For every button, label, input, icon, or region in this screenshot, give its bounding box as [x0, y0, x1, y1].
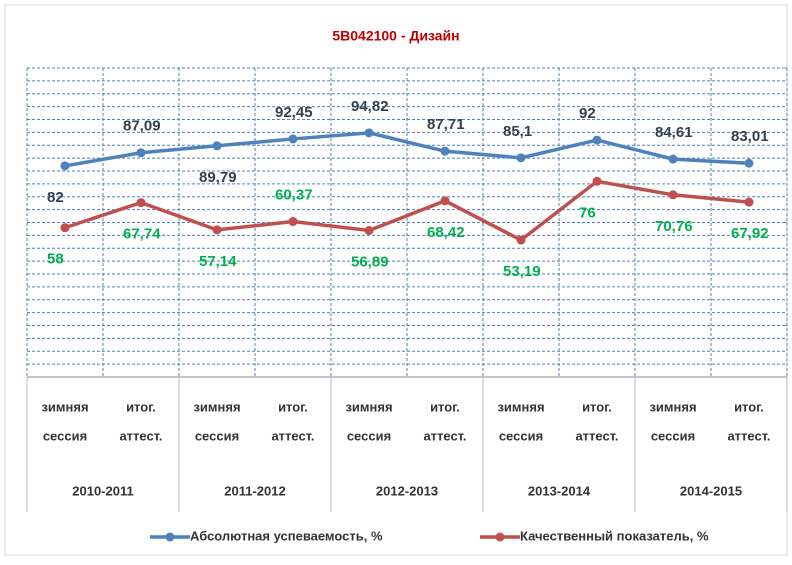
legend-label: Абсолютная успеваемость, % [190, 528, 383, 543]
x-tick-label: аттест. [575, 428, 618, 443]
x-tick-label: зимняя [345, 399, 392, 414]
data-label: 53,19 [503, 263, 541, 280]
series-line [64, 179, 750, 243]
legend-marker [165, 532, 175, 542]
x-tick-label: сессия [195, 428, 239, 443]
data-point [364, 128, 374, 138]
data-label: 58 [47, 251, 64, 268]
x-tick-label: итог. [582, 399, 612, 414]
x-tick-label: аттест. [271, 428, 314, 443]
data-label: 67,92 [731, 225, 769, 242]
data-point [516, 235, 526, 245]
data-label: 83,01 [731, 128, 769, 145]
data-label: 87,71 [427, 116, 465, 133]
chart-title: 5В042100 - Дизайн [332, 28, 459, 44]
data-label: 56,89 [351, 253, 389, 270]
data-label: 92,45 [275, 104, 313, 121]
data-point [744, 158, 754, 168]
chart-frame [4, 4, 788, 556]
data-label: 94,82 [351, 98, 389, 115]
group-label: 2014-2015 [680, 483, 742, 498]
x-tick-label: зимняя [193, 399, 240, 414]
data-point [212, 141, 222, 151]
data-label: 67,74 [123, 226, 161, 243]
data-point [364, 226, 374, 236]
data-point [60, 223, 70, 233]
x-tick-label: итог. [126, 399, 156, 414]
x-tick-label: сессия [651, 428, 695, 443]
x-tick-label: итог. [278, 399, 308, 414]
series-line [64, 131, 750, 168]
data-point [288, 217, 298, 227]
x-tick-label: аттест. [727, 428, 770, 443]
data-point [592, 135, 602, 145]
group-label: 2011-2012 [224, 483, 285, 498]
data-label: 68,42 [427, 224, 465, 241]
data-label: 92 [579, 105, 596, 122]
data-point [288, 134, 298, 144]
x-tick-label: зимняя [497, 399, 544, 414]
x-tick-label: итог. [734, 399, 764, 414]
data-point [136, 148, 146, 158]
data-label: 57,14 [199, 253, 237, 270]
group-label: 2010-2011 [72, 483, 133, 498]
data-label: 85,1 [503, 123, 532, 140]
group-label: 2013-2014 [528, 483, 591, 498]
data-point [668, 190, 678, 200]
data-point [516, 153, 526, 163]
data-label: 70,76 [655, 218, 693, 235]
group-label: 2012-2013 [376, 483, 438, 498]
legend-marker [495, 532, 505, 542]
data-label: 76 [579, 204, 596, 221]
x-tick-label: аттест. [119, 428, 162, 443]
x-tick-label: сессия [43, 428, 87, 443]
x-tick-label: сессия [347, 428, 391, 443]
data-label: 82 [47, 189, 64, 206]
data-label: 60,37 [275, 187, 313, 204]
data-point [136, 198, 146, 208]
data-point [60, 161, 70, 171]
data-point [592, 176, 602, 186]
x-tick-label: аттест. [423, 428, 466, 443]
data-point [440, 196, 450, 206]
data-point [440, 146, 450, 156]
data-label: 87,09 [123, 118, 161, 135]
x-tick-label: зимняя [41, 399, 88, 414]
data-point [212, 225, 222, 235]
x-tick-label: сессия [499, 428, 543, 443]
data-label: 84,61 [655, 124, 693, 141]
data-label: 89,79 [199, 169, 237, 186]
data-point [744, 197, 754, 207]
x-tick-label: итог. [430, 399, 460, 414]
legend-label: Качественный показатель, % [520, 528, 709, 543]
x-tick-label: зимняя [649, 399, 696, 414]
data-point [668, 154, 678, 164]
